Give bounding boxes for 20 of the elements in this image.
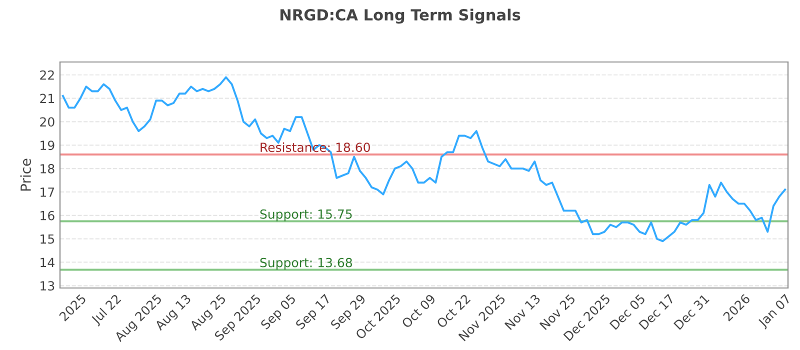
y-tick-label: 21 (40, 94, 54, 104)
x-tick-label: Jan 07 (757, 294, 793, 330)
y-axis-title: Price (20, 158, 31, 191)
y-tick-label: 18 (40, 164, 54, 174)
x-tick-label: Dec 31 (673, 294, 710, 330)
line-series (62, 76, 786, 242)
y-tick-label: 13 (40, 281, 54, 291)
ref-line-label: Support: 13.68 (260, 258, 352, 270)
y-tick-label: 22 (40, 70, 54, 80)
x-tick-label: Jul 22 (90, 294, 123, 327)
y-tick-label: 14 (40, 258, 54, 267)
y-tick-label: 20 (40, 117, 54, 127)
y-tick-label: 15 (40, 234, 54, 244)
y-tick-label: 16 (40, 210, 54, 220)
chart-title: NRGD:CA Long Term Signals (280, 8, 520, 24)
x-tick-label: Oct 09 (401, 294, 436, 329)
y-tick-label: 17 (40, 188, 54, 197)
ref-line-label: Support: 15.75 (260, 209, 352, 222)
x-tick-label: Nov 13 (504, 294, 541, 330)
y-tick-label: 19 (40, 140, 54, 150)
